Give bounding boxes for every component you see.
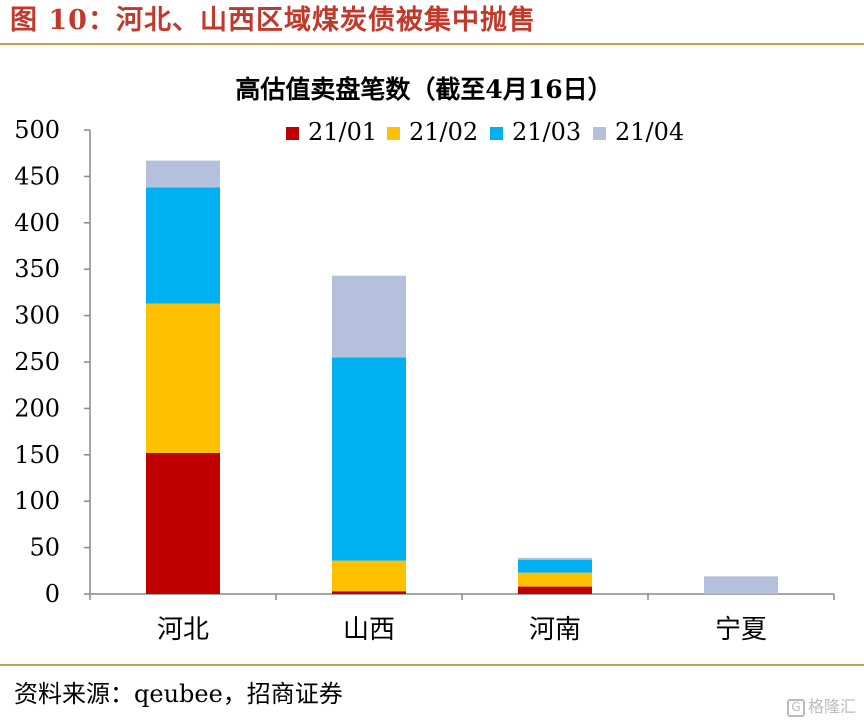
legend-label: 21/04	[615, 118, 684, 146]
stacked-bar-chart: 高估值卖盘笔数（截至4月16日） 0 50 100 150 200 250 300 350 40…	[14, 75, 835, 645]
watermark: G 格隆汇	[786, 693, 856, 717]
bar-segment	[704, 576, 778, 594]
bar-segment	[332, 591, 406, 594]
bar-segment	[332, 275, 406, 358]
x-tick-label: 河北	[157, 615, 209, 645]
axis-layer: 0 50 100 150 200 250 300 350 400 450 500 河北 山西 河南 宁夏	[14, 116, 835, 645]
y-tick-label: 450	[14, 162, 60, 190]
bar-segment	[518, 572, 592, 587]
legend-swatch	[387, 127, 400, 140]
y-tick-label: 400	[14, 209, 60, 237]
legend-label: 21/03	[512, 118, 581, 146]
bar-segment	[146, 452, 220, 594]
legend-label: 21/01	[308, 118, 377, 146]
legend-swatch	[593, 127, 606, 140]
y-tick-label: 0	[45, 580, 60, 608]
y-tick-label: 50	[29, 534, 60, 562]
y-tick-label: 300	[14, 302, 60, 330]
y-tick-label: 350	[14, 255, 60, 283]
bottom-divider	[0, 664, 864, 666]
y-tick-label: 500	[14, 116, 60, 144]
bar-segment	[146, 160, 220, 188]
source-note: 资料来源：qeubee，招商证券	[14, 680, 343, 708]
y-tick-label: 200	[14, 394, 60, 422]
y-tick-label: 150	[14, 441, 60, 469]
bar-layer	[146, 160, 778, 594]
legend-swatch	[286, 127, 299, 140]
chart-title: 高估值卖盘笔数（截至4月16日）	[235, 75, 612, 104]
bar-segment	[332, 357, 406, 561]
y-tick-label: 100	[14, 487, 60, 515]
bar-segment	[518, 559, 592, 573]
x-tick-label: 山西	[343, 615, 395, 645]
bar-segment	[332, 560, 406, 592]
legend-label: 21/02	[409, 118, 478, 146]
y-tick-label: 250	[14, 348, 60, 376]
bar-segment	[518, 557, 592, 560]
legend: 21/01 21/02 21/03 21/04	[286, 118, 684, 146]
x-tick-label: 河南	[529, 615, 581, 645]
bar-segment	[518, 586, 592, 594]
watermark-logo-icon: G	[786, 698, 805, 717]
figure-title: 图 10：河北、山西区域煤炭债被集中抛售	[10, 5, 536, 36]
bar-segment	[146, 187, 220, 304]
top-divider	[0, 43, 864, 45]
watermark-text: 格隆汇	[807, 697, 856, 716]
bar-segment	[146, 303, 220, 453]
x-tick-label: 宁夏	[715, 615, 767, 645]
legend-swatch	[490, 127, 503, 140]
